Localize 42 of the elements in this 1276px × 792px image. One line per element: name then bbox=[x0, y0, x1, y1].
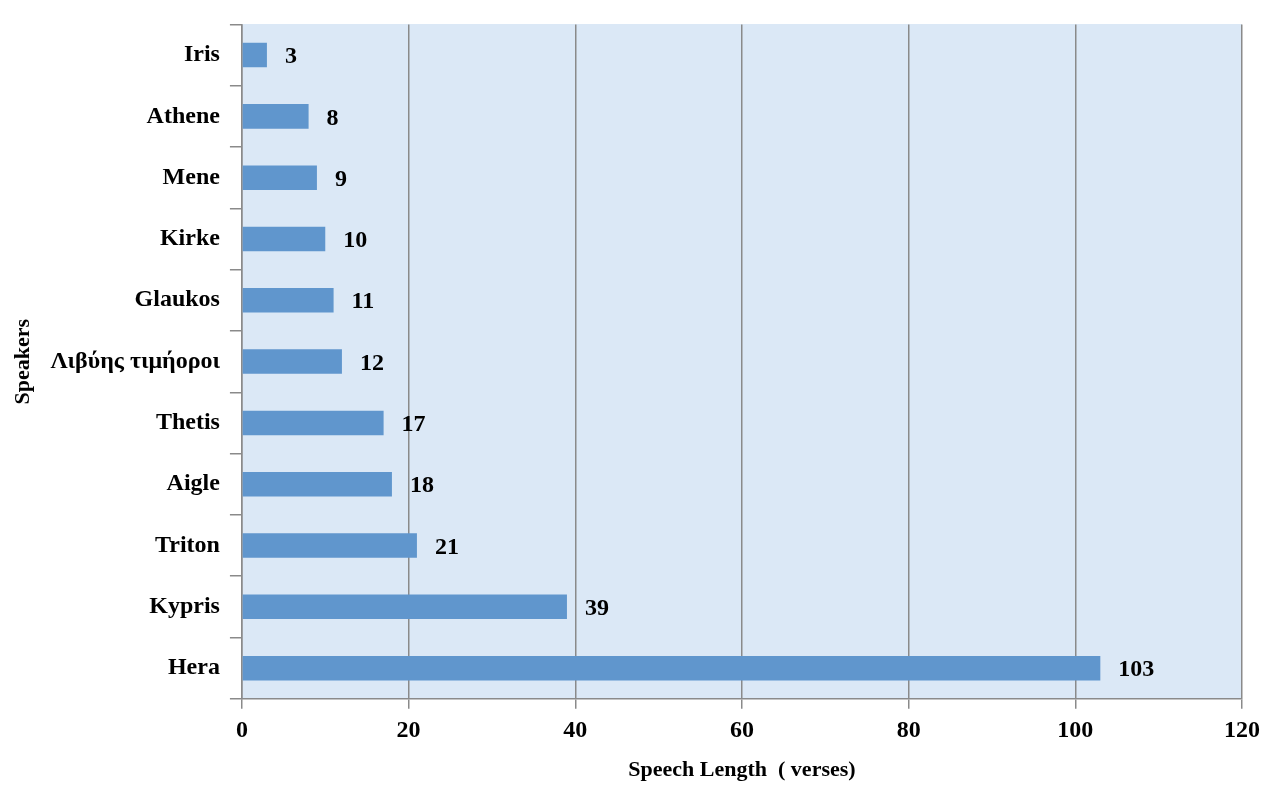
y-tick-label: Aigle bbox=[166, 469, 221, 496]
data-label: 11 bbox=[351, 287, 375, 314]
data-label: 8 bbox=[326, 103, 339, 130]
y-tick-label: Glaukos bbox=[134, 285, 220, 312]
bar bbox=[242, 42, 267, 68]
data-label: 17 bbox=[401, 410, 426, 437]
y-tick-label: Kypris bbox=[149, 592, 220, 619]
x-axis-title: Speech Length ( verses) bbox=[628, 756, 856, 782]
data-label: 103 bbox=[1118, 655, 1155, 682]
y-tick-label: Thetis bbox=[155, 408, 220, 435]
data-label: 18 bbox=[409, 471, 434, 498]
data-label: 9 bbox=[334, 164, 347, 191]
data-label: 21 bbox=[434, 532, 459, 559]
x-tick-label: 0 bbox=[235, 716, 248, 743]
bar bbox=[242, 349, 342, 374]
bar bbox=[242, 165, 317, 190]
y-tick-label: Mene bbox=[162, 162, 221, 189]
y-tick-label: Hera bbox=[167, 653, 220, 680]
data-label: 3 bbox=[284, 42, 297, 69]
bar bbox=[242, 226, 326, 252]
y-tick-label: Iris bbox=[183, 40, 220, 67]
x-tick-label: 20 bbox=[396, 716, 421, 743]
data-label: 10 bbox=[343, 226, 368, 253]
bar bbox=[242, 471, 392, 497]
y-tick-label: Triton bbox=[155, 530, 220, 557]
x-tick-label: 80 bbox=[896, 716, 921, 743]
bar bbox=[242, 594, 567, 620]
bar bbox=[242, 288, 334, 313]
y-axis-title: Speakers bbox=[8, 318, 34, 405]
bar bbox=[242, 104, 309, 129]
bar bbox=[242, 533, 417, 558]
y-tick-label: Athene bbox=[146, 101, 221, 128]
data-label: 39 bbox=[584, 594, 609, 621]
bar bbox=[242, 655, 1101, 681]
y-tick-label: Kirke bbox=[159, 224, 221, 251]
x-tick-label: 100 bbox=[1057, 716, 1094, 743]
x-tick-label: 120 bbox=[1224, 716, 1260, 743]
x-tick-label: 40 bbox=[563, 716, 588, 743]
x-tick-label: 60 bbox=[729, 716, 754, 743]
y-tick-label: Λιβύης τιμήοροι bbox=[50, 346, 221, 373]
bar bbox=[242, 410, 384, 436]
data-label: 12 bbox=[359, 348, 384, 375]
